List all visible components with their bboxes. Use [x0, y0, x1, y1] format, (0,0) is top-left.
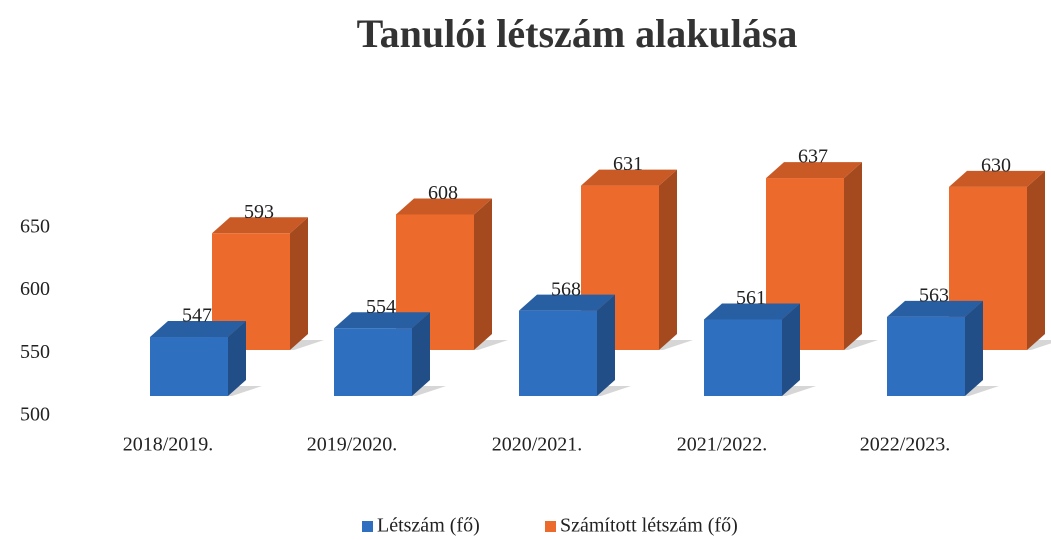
bar-top: [887, 300, 983, 317]
bar-side: [1027, 170, 1045, 350]
bar-side: [412, 312, 430, 396]
data-label: 547: [182, 305, 212, 327]
legend-label: Számított létszám (fő): [560, 515, 738, 537]
y-tick-label: 550: [20, 341, 50, 363]
bar-side: [474, 198, 492, 350]
data-label: 631: [613, 153, 643, 175]
data-label: 568: [551, 278, 581, 300]
x-tick-label: 2018/2019.: [123, 434, 214, 456]
bar: [334, 328, 412, 396]
bar: [519, 310, 597, 396]
bar-top: [212, 217, 308, 234]
bar-side: [228, 321, 246, 396]
x-tick-label: 2019/2020.: [307, 434, 398, 456]
bar-side: [597, 294, 615, 396]
data-label: 563: [919, 285, 949, 307]
y-tick-label: 650: [20, 215, 50, 237]
bar: [887, 316, 965, 396]
bar-side: [659, 169, 677, 350]
x-tick-label: 2021/2022.: [677, 434, 768, 456]
bar-side: [290, 217, 308, 350]
y-tick-label: 600: [20, 278, 50, 300]
bar-side: [782, 303, 800, 396]
legend-swatch: [362, 521, 373, 532]
data-label: 608: [428, 182, 458, 204]
bar-top: [334, 312, 430, 329]
bar-side: [965, 300, 983, 396]
data-label: 561: [736, 287, 766, 309]
x-tick-label: 2020/2021.: [492, 434, 583, 456]
bar-top: [949, 170, 1045, 187]
bar-top: [519, 294, 615, 311]
data-label: 593: [244, 201, 274, 223]
x-tick-label: 2022/2023.: [860, 434, 951, 456]
data-label: 554: [366, 296, 396, 318]
y-tick-label: 500: [20, 404, 50, 426]
bar-top: [704, 303, 800, 320]
bar-top: [396, 198, 492, 215]
data-label: 630: [981, 154, 1011, 176]
bar: [704, 319, 782, 396]
legend-swatch: [545, 521, 556, 532]
bar: [150, 337, 228, 396]
chart-title: Tanulói létszám alakulása: [357, 11, 798, 56]
bar-top: [581, 169, 677, 186]
bar-top: [150, 321, 246, 338]
data-label: 637: [798, 146, 828, 168]
legend-label: Létszám (fő): [377, 515, 480, 537]
bar-side: [844, 162, 862, 350]
bar-top: [766, 162, 862, 179]
